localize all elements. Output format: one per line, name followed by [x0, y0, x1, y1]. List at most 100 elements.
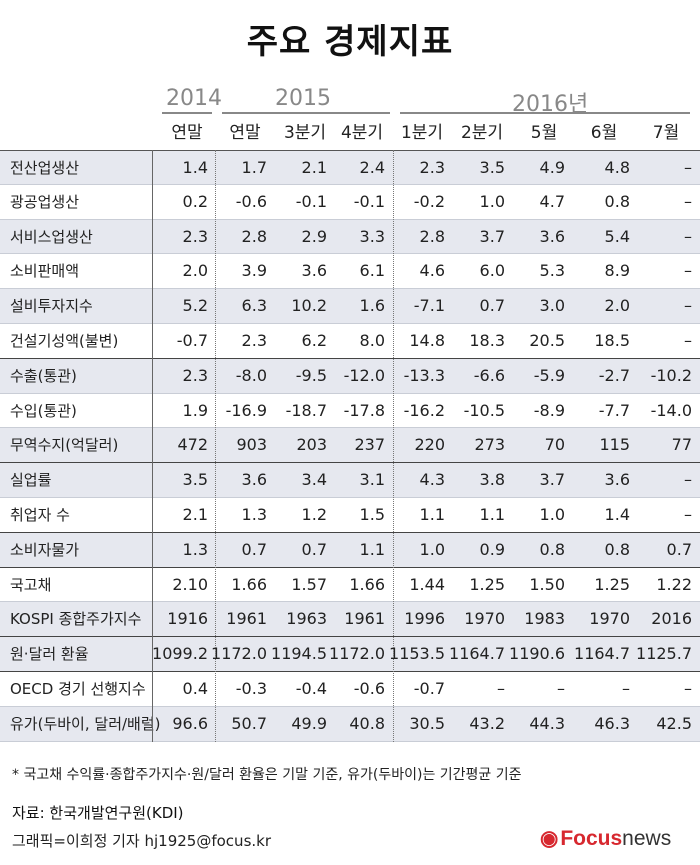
table-cell: -7.7: [598, 400, 630, 420]
table-cell: 3.5: [182, 470, 208, 490]
table-cell: 2.0: [604, 296, 630, 316]
table-cell: -8.0: [235, 365, 267, 385]
table-cell: -7.1: [413, 296, 445, 316]
table-cell: 273: [474, 435, 505, 455]
table-cell: 4.9: [539, 158, 565, 177]
table-cell: 3.6: [539, 226, 565, 246]
table-cell: 0.7: [301, 539, 327, 559]
column-header-3: 4분기: [340, 123, 384, 143]
column-header-6: 5월: [530, 123, 558, 143]
row-label: 수출(통관): [10, 366, 77, 385]
row-label: 유가(두바이, 달러/배럴): [10, 714, 161, 733]
table-cell: -10.2: [650, 365, 692, 385]
table-cell: 3.6: [604, 470, 630, 490]
table-cell: –: [622, 678, 630, 698]
table-cell: -0.2: [413, 191, 445, 211]
table-cell: 2.4: [359, 158, 385, 177]
table-row: KOSPI 종합주가지수 1916 1961 1963 1961 1996 1970 1983…: [0, 602, 700, 638]
row-label: 국고채: [10, 575, 52, 594]
table-cell: 1.57: [291, 574, 327, 594]
table-cell: 4.3: [419, 470, 445, 490]
table-cell: -0.1: [295, 191, 327, 211]
column-header-4: 1분기: [400, 123, 444, 143]
table-cell: -2.7: [598, 365, 630, 385]
table-row: 유가(두바이, 달러/배럴) 96.6 50.7 49.9 40.8 30.5 43.2 44…: [0, 706, 700, 742]
table-cell: 1.1: [479, 504, 505, 524]
table-cell: 1963: [286, 609, 327, 629]
table-cell: 1.0: [479, 191, 505, 211]
table-cell: -16.9: [225, 400, 267, 420]
row-label: 무역수지(억달러): [10, 436, 119, 455]
table-cell: 1.3: [241, 504, 267, 524]
table-row: 실업률 3.5 3.6 3.4 3.1 4.3 3.8 3.7 3.6 –: [0, 463, 700, 498]
year-2014: 2014: [166, 86, 222, 111]
row-label: 광공업생산: [10, 192, 80, 211]
table-cell: -8.9: [533, 400, 565, 420]
table-cell: 2.3: [182, 365, 208, 385]
table-row: 전산업생산 1.4 1.7 2.1 2.4 2.3 3.5 4.9 4.8 –: [0, 150, 700, 185]
table-cell: 1164.7: [574, 644, 630, 664]
table-cell: 5.4: [604, 226, 630, 246]
table-cell: 0.7: [479, 296, 505, 316]
table-cell: 115: [599, 435, 630, 455]
table-cell: 6.2: [301, 330, 327, 350]
table-cell: -0.1: [353, 191, 385, 211]
table-cell: -9.5: [295, 365, 327, 385]
table-cell: –: [557, 678, 565, 698]
table-cell: 6.0: [479, 261, 505, 281]
table-cell: 1983: [524, 609, 565, 629]
table-cell: 3.4: [301, 470, 327, 490]
column-divider: [152, 150, 153, 742]
column-header-2: 3분기: [283, 123, 327, 143]
table-cell: 1.2: [301, 504, 327, 524]
row-label: 취업자 수: [10, 505, 70, 524]
row-label: 소비자물가: [10, 540, 80, 559]
table-cell: 1.0: [539, 504, 565, 524]
table-cell: 3.1: [359, 470, 385, 490]
table-cell: 203: [296, 435, 327, 455]
row-label: KOSPI 종합주가지수: [10, 610, 142, 629]
table-row: 무역수지(억달러) 472 903 203 237 220 273 70 115 77: [0, 428, 700, 464]
table-cell: 0.8: [604, 191, 630, 211]
table-cell: 96.6: [172, 713, 208, 733]
table-cell: 2.3: [419, 158, 445, 177]
table-cell: 1164.7: [449, 644, 505, 664]
table-cell: 3.8: [479, 470, 505, 490]
table-cell: 3.7: [539, 470, 565, 490]
table-cell: 44.3: [529, 713, 565, 733]
table-cell: 14.8: [409, 330, 445, 350]
row-label: 수입(통관): [10, 401, 77, 420]
table-cell: –: [684, 470, 692, 490]
table-cell: 50.7: [231, 713, 267, 733]
table-cell: 2.1: [301, 158, 327, 177]
footnote: * 국고채 수익률·종합주가지수·원/달러 환율은 기말 기준, 유가(두바이)…: [12, 767, 522, 783]
credit-text: 그래픽=이희정 기자 hj1925@focus.kr: [12, 832, 272, 850]
table-cell: 8.0: [359, 330, 385, 350]
table-cell: 4.8: [604, 158, 630, 177]
column-divider: [215, 150, 216, 742]
table-cell: 2.8: [241, 226, 267, 246]
table-cell: –: [684, 158, 692, 177]
table-cell: -13.3: [403, 365, 445, 385]
table-cell: 4.7: [539, 191, 565, 211]
table-cell: -0.7: [413, 678, 445, 698]
table-cell: -17.8: [343, 400, 385, 420]
table-cell: 3.5: [479, 158, 505, 177]
year-underline-2014: [162, 112, 212, 114]
year-underline-2015: [222, 112, 390, 114]
table-cell: 0.2: [182, 191, 208, 211]
logo-mark-icon: ◉: [540, 827, 559, 850]
table-cell: 42.5: [656, 713, 692, 733]
table-cell: 1172.0: [329, 644, 385, 664]
table-cell: 2.0: [182, 261, 208, 281]
table-cell: 77: [671, 435, 692, 455]
table-cell: 1970: [589, 609, 630, 629]
table-cell: 1961: [344, 609, 385, 629]
table-cell: –: [684, 678, 692, 698]
table-cell: -6.6: [473, 365, 505, 385]
table-cell: 1.1: [419, 504, 445, 524]
table-cell: 6.3: [241, 296, 267, 316]
table-cell: 43.2: [469, 713, 505, 733]
table-cell: 1.0: [419, 539, 445, 559]
table-cell: 40.8: [349, 713, 385, 733]
